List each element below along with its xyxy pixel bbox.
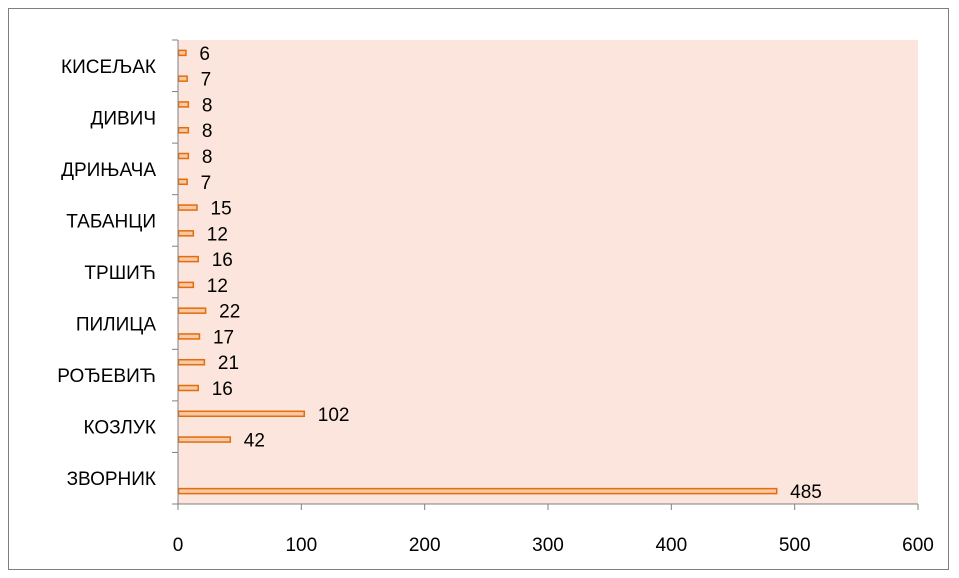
- category-label: ДРИЊАЧА: [61, 160, 156, 181]
- x-tick-label: 400: [655, 535, 687, 556]
- bar: [177, 307, 207, 314]
- plot-area: [178, 40, 918, 504]
- category-label: КИСЕЉАК: [61, 57, 156, 78]
- bar: [177, 255, 199, 263]
- data-label: 16: [212, 379, 233, 400]
- data-label: 8: [202, 147, 213, 168]
- x-tick-label: 500: [779, 535, 811, 556]
- data-label: 15: [211, 199, 232, 220]
- category-label: ДИВИЧ: [90, 108, 156, 129]
- bar: [177, 49, 187, 57]
- x-tick-label: 0: [173, 535, 184, 556]
- category-label: РОЂЕВИЋ: [57, 366, 156, 387]
- data-label: 102: [318, 405, 350, 426]
- data-label: 7: [201, 70, 212, 91]
- bar: [177, 487, 778, 495]
- category-label: ТРШИЋ: [84, 263, 156, 284]
- bar: [177, 75, 188, 82]
- x-tick-label: 200: [409, 535, 441, 556]
- data-label: 12: [207, 224, 228, 245]
- data-label: 8: [202, 121, 213, 142]
- bar: [177, 204, 198, 211]
- data-label: 12: [207, 276, 228, 297]
- category-label: ЗВОРНИК: [67, 469, 156, 490]
- bar: [177, 281, 195, 289]
- bar: [177, 436, 232, 443]
- x-tick-label: 100: [285, 535, 317, 556]
- category-label: ТАБАНЦИ: [66, 211, 156, 232]
- bar: [177, 410, 306, 418]
- bar: [177, 333, 201, 340]
- bar: [177, 126, 190, 134]
- x-tick-label: 600: [902, 535, 934, 556]
- bar: [177, 358, 206, 366]
- category-label: КОЗЛУК: [83, 418, 156, 439]
- bar: [177, 384, 199, 392]
- data-label: 21: [218, 353, 239, 374]
- bar: [177, 230, 195, 237]
- data-label: 17: [213, 327, 234, 348]
- data-label: 22: [219, 302, 240, 323]
- bar: [177, 101, 190, 108]
- data-label: 16: [212, 250, 233, 271]
- data-label: 485: [790, 482, 822, 503]
- data-label: 6: [199, 44, 210, 65]
- data-label: 42: [244, 431, 265, 452]
- data-label: 8: [202, 95, 213, 116]
- bar: [177, 152, 190, 160]
- data-label: 7: [201, 173, 212, 194]
- bar: [177, 178, 188, 186]
- category-label: ПИЛИЦА: [76, 315, 156, 336]
- x-tick-label: 300: [532, 535, 564, 556]
